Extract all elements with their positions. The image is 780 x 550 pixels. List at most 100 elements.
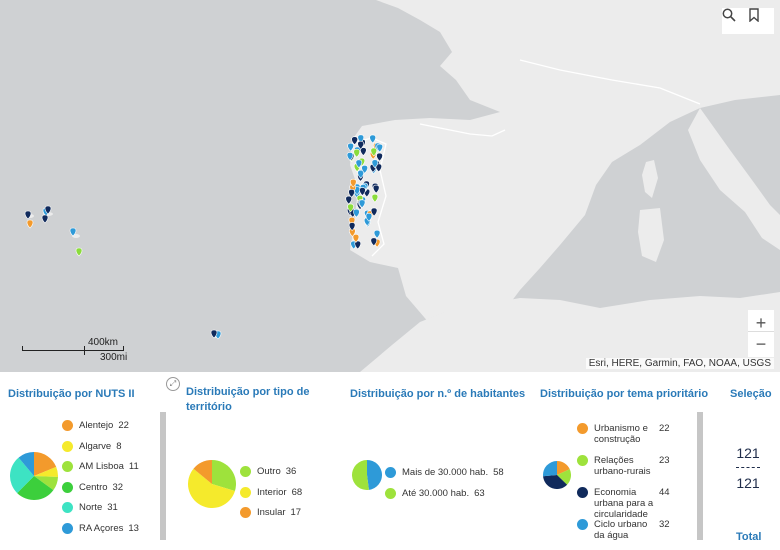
project-marker[interactable]	[371, 193, 379, 203]
project-marker[interactable]	[370, 237, 378, 247]
project-marker[interactable]	[346, 152, 354, 161]
project-marker[interactable]	[69, 227, 77, 237]
project-marker[interactable]	[41, 214, 49, 224]
land-uk	[430, 0, 470, 22]
nuts-legend-label: RA Açores	[79, 522, 124, 534]
bookmark-button[interactable]	[748, 8, 774, 34]
nuts-legend-label: Centro	[79, 481, 108, 493]
nuts-scrollbar[interactable]	[160, 412, 166, 540]
territory-legend-label: Outro	[257, 466, 281, 477]
project-marker[interactable]	[357, 140, 364, 150]
project-marker[interactable]	[361, 165, 368, 174]
theme-pie-slice[interactable]	[557, 469, 571, 485]
nuts-pie-slice[interactable]	[17, 476, 54, 500]
project-marker[interactable]	[348, 222, 356, 231]
nuts-pie-slice[interactable]	[34, 452, 57, 476]
theme-pie-slice[interactable]	[543, 461, 557, 477]
project-marker[interactable]	[370, 147, 378, 157]
nuts-legend-item[interactable]: Norte 31	[62, 502, 118, 513]
nuts-legend-swatch	[62, 440, 73, 452]
nuts-pie-slice[interactable]	[18, 452, 34, 476]
total-label: Total	[736, 531, 762, 543]
project-marker[interactable]	[75, 247, 83, 257]
nuts-legend-item[interactable]: RA Açores 13	[62, 522, 139, 534]
project-marker[interactable]	[353, 148, 361, 158]
selection-divider	[736, 467, 760, 468]
project-marker[interactable]	[355, 159, 363, 169]
bookmark-icon	[749, 8, 759, 22]
project-marker[interactable]	[372, 184, 380, 194]
territory-pie-slice[interactable]	[188, 468, 235, 508]
project-marker[interactable]	[348, 189, 355, 198]
population-pie-slice[interactable]	[352, 460, 369, 490]
nuts-legend-swatch	[62, 461, 73, 472]
zoom-out-button[interactable]: −	[748, 331, 774, 357]
theme-scrollbar[interactable]	[697, 412, 703, 540]
project-marker[interactable]	[345, 195, 353, 205]
scale-bar	[22, 346, 124, 351]
theme-pie-slice[interactable]	[557, 461, 570, 475]
nuts-pie-chart	[10, 452, 58, 500]
territory-legend-item[interactable]: Interior 68	[240, 486, 302, 498]
nuts-legend-swatch	[62, 502, 73, 513]
nuts-legend-item[interactable]: AM Lisboa 11	[62, 461, 139, 472]
project-marker[interactable]	[353, 208, 360, 218]
project-marker[interactable]	[373, 229, 381, 239]
project-marker[interactable]	[347, 203, 354, 213]
theme-legend-item[interactable]: Economia urbana para a circularidade 44	[577, 487, 670, 520]
territory-pie-slice[interactable]	[193, 460, 212, 484]
project-marker[interactable]	[369, 134, 376, 144]
project-marker[interactable]	[347, 142, 354, 152]
nuts-legend-item[interactable]: Centro 32	[62, 481, 123, 493]
map-view[interactable]: + − 400km 300mi Esri, HERE, Garmin, FAO,…	[0, 0, 780, 372]
population-legend-swatch	[385, 487, 396, 499]
project-marker[interactable]	[371, 159, 379, 169]
theme-legend-count: 44	[659, 487, 670, 498]
project-marker[interactable]	[351, 136, 358, 146]
nuts-pie-slice[interactable]	[34, 476, 58, 491]
population-panel-title: Distribuição por n.º de habitantes	[350, 388, 526, 400]
project-marker[interactable]	[24, 210, 32, 220]
theme-legend-swatch	[577, 519, 588, 530]
land-europe	[350, 0, 780, 330]
territory-pie-slice[interactable]	[212, 460, 236, 492]
project-marker[interactable]	[349, 228, 356, 237]
territory-legend-item[interactable]: Insular 17	[240, 507, 301, 518]
project-marker[interactable]	[358, 199, 366, 209]
land-italy	[688, 108, 780, 250]
theme-legend-item[interactable]: Relações urbano-rurais 23	[577, 455, 670, 477]
territory-legend-count: 17	[290, 507, 302, 518]
project-marker[interactable]	[365, 212, 373, 222]
expand-icon[interactable]: ⤢	[166, 377, 180, 391]
territory-legend-item[interactable]: Outro 36	[240, 466, 296, 477]
nuts-pie-slice[interactable]	[34, 466, 58, 477]
nuts-legend-item[interactable]: Alentejo 22	[62, 420, 129, 431]
nuts-pie-slice[interactable]	[10, 457, 34, 494]
theme-legend-swatch	[577, 423, 588, 434]
theme-legend-label: Urbanismo e construção	[594, 423, 648, 445]
scale-mi-label: 300mi	[100, 352, 128, 363]
population-pie-slice[interactable]	[367, 460, 382, 490]
theme-legend-item[interactable]: Ciclo urbano da água 32	[577, 519, 670, 541]
project-marker[interactable]	[376, 152, 383, 162]
selected-count: 121	[736, 445, 760, 461]
project-marker[interactable]	[376, 143, 384, 153]
nuts-legend-item[interactable]: Algarve 8	[62, 440, 122, 452]
basemap	[24, 0, 780, 372]
theme-legend-item[interactable]: Urbanismo e construção 22	[577, 423, 670, 445]
population-legend-count: 58	[493, 467, 504, 478]
project-marker[interactable]	[370, 207, 378, 217]
project-marker[interactable]	[349, 178, 357, 188]
nuts-legend-label: Algarve	[79, 440, 112, 452]
border-france	[419, 123, 506, 137]
population-legend-label: Até 30.000 hab.	[402, 487, 470, 499]
theme-pie-slice[interactable]	[543, 475, 568, 489]
project-marker[interactable]	[44, 205, 52, 215]
project-marker[interactable]	[210, 329, 218, 339]
population-legend-item[interactable]: Até 30.000 hab. 63	[385, 487, 485, 499]
nuts-legend-label: Norte	[79, 502, 103, 513]
project-marker[interactable]	[26, 219, 34, 229]
project-marker[interactable]	[359, 187, 366, 196]
population-legend-item[interactable]: Mais de 30.000 hab. 58	[385, 467, 504, 478]
search-button[interactable]	[722, 8, 748, 34]
